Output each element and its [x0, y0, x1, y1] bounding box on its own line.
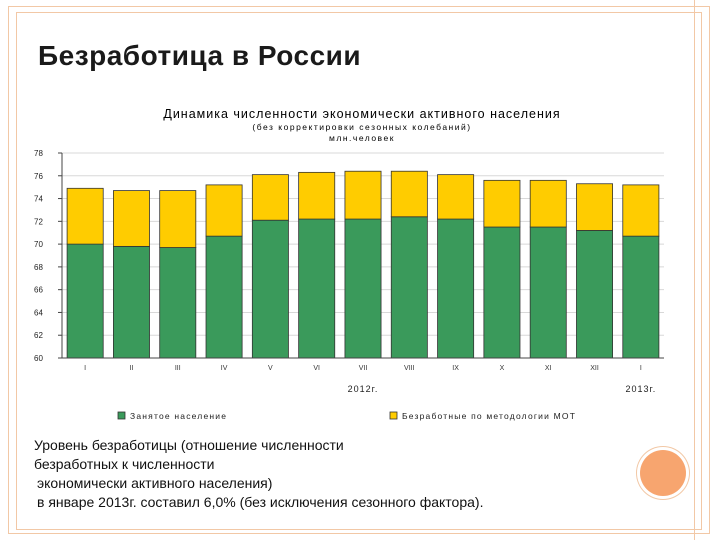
x-tick-label: XII: [590, 365, 599, 372]
caption-line-4: в январе 2013г. составил 6,0% (без исклю…: [37, 494, 484, 510]
y-tick-label: 64: [34, 308, 43, 317]
bar-segment: [66, 187, 104, 245]
chart-title: Динамика численности экономически активн…: [163, 107, 560, 121]
chart-unit-label: млн.человек: [329, 133, 395, 143]
y-tick-label: 68: [34, 263, 43, 272]
slide-outer-frame: [8, 6, 710, 534]
year-label: 2012г.: [348, 384, 379, 394]
slide-inner-frame: [16, 12, 702, 530]
bar-segment: [576, 183, 613, 231]
bar-segment: [298, 218, 336, 359]
slide-title: Безработица в России: [38, 40, 362, 71]
caption-line-3: экономически активного населения): [37, 475, 273, 491]
bar-segment: [205, 184, 243, 237]
bar-segment: [483, 226, 521, 359]
bar-segment: [483, 179, 521, 228]
x-tick-label: I: [640, 365, 642, 372]
caption-line-2: безработных к численности: [34, 456, 215, 472]
year-label: 2013г.: [625, 384, 656, 394]
bar-segment: [622, 235, 660, 359]
bar-segment: [529, 179, 567, 228]
y-tick-label: 74: [34, 195, 43, 204]
bar-segment: [159, 190, 197, 248]
x-tick-label: III: [175, 365, 181, 372]
y-tick-label: 70: [34, 240, 43, 249]
x-tick-label: IX: [452, 365, 459, 372]
y-tick-label: 66: [34, 286, 43, 295]
y-tick-label: 76: [34, 172, 43, 181]
bar-segment: [251, 219, 289, 359]
decorative-circle: [640, 450, 686, 496]
bar-segment: [437, 218, 475, 359]
bar-segment: [113, 245, 150, 359]
x-tick-label: V: [268, 365, 273, 372]
bar-segment: [622, 184, 660, 237]
chart-subtitle: (без корректировки сезонных колебаний): [252, 122, 471, 132]
x-tick-label: II: [130, 365, 134, 372]
bar-segment: [205, 235, 243, 359]
x-tick-label: VII: [359, 365, 368, 372]
x-tick-label: VI: [313, 365, 320, 372]
y-tick-label: 62: [34, 331, 43, 340]
bar-segment: [390, 170, 428, 218]
bar-segment: [113, 190, 150, 247]
bar-segment: [298, 171, 336, 220]
y-tick-label: 60: [34, 354, 43, 363]
x-tick-label: I: [84, 365, 86, 372]
x-tick-label: XI: [545, 365, 552, 372]
legend-label: Занятое население: [130, 411, 227, 421]
bar-segment: [251, 174, 289, 221]
y-tick-label: 72: [34, 217, 43, 226]
caption: Уровень безработицы (отношение численнос…: [34, 436, 594, 512]
x-tick-label: VIII: [404, 365, 415, 372]
x-tick-label: IV: [221, 365, 228, 372]
bar-segment: [159, 247, 197, 359]
legend-label: Безработные по методологии МОТ: [402, 411, 576, 421]
bar-segment: [576, 230, 613, 359]
legend-swatch: [389, 411, 398, 420]
bar-segment: [529, 226, 567, 359]
bar-segment: [66, 243, 104, 359]
legend-swatch: [117, 411, 126, 420]
bar-segment: [390, 216, 428, 359]
caption-line-1: Уровень безработицы (отношение численнос…: [34, 437, 344, 453]
bar-segment: [344, 170, 382, 220]
bar-segment: [344, 218, 382, 359]
slide-right-rule: [694, 0, 695, 540]
bar-segment: [437, 174, 475, 220]
y-tick-label: 78: [34, 149, 43, 158]
x-tick-label: X: [500, 365, 505, 372]
